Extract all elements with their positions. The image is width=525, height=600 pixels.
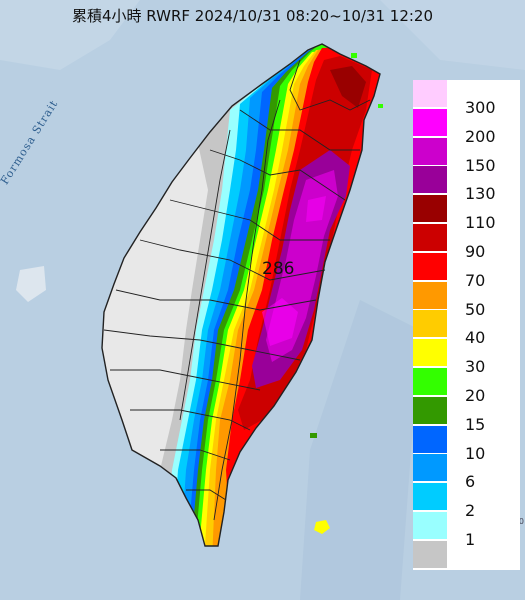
legend-label: 300 [465,98,496,117]
legend-label: 20 [465,386,486,405]
legend-label: 6 [465,472,476,492]
rainfall-legend: 300 200 150 130 110 90 70 50 40 30 20 15 10 6 2 1 [413,80,520,570]
island [351,53,357,58]
legend-swatch [413,137,447,165]
penghu-islands [16,266,46,302]
legend-label: 30 [465,357,486,377]
legend-swatch [413,339,447,367]
orchid-island [314,520,330,534]
legend-swatch [413,368,447,395]
legend-label: 1 [465,530,476,549]
legend-label: 70 [465,270,486,290]
legend-label: 40 [465,328,486,348]
legend-swatch [413,310,447,338]
legend-label: 2 [465,501,476,521]
legend-swatch [413,252,447,280]
legend-label: 10 [465,443,486,463]
coastline [101,43,381,547]
map-title: 累積4小時 RWRF 2024/10/31 08:20~10/31 12:20 [72,7,434,25]
legend-swatch [413,224,447,251]
legend-label: 130 [465,184,496,204]
legend-swatch [413,396,447,424]
legend-swatch [413,108,447,136]
ocean-shade [380,0,525,70]
green-island [310,433,317,438]
legend-label: 110 [465,213,496,233]
legend-swatch [413,80,447,107]
county-boundaries [103,59,371,521]
legend-label: 15 [465,414,486,434]
legend-swatch [413,512,447,539]
legend-swatch [413,540,447,568]
legend-label: 200 [465,126,496,146]
ocean-shade [300,300,420,600]
legend-swatch [413,425,447,453]
legend-swatch [413,454,447,482]
legend-label: 90 [465,242,486,261]
max-rainfall-value: 286 [262,259,295,279]
legend-label: 50 [465,299,486,319]
island [378,104,383,108]
ocean-shade [0,0,140,70]
legend-swatch [413,483,447,511]
legend-swatch [413,281,447,309]
legend-label: 150 [465,155,496,175]
legend-swatch [413,195,447,223]
legend-swatch [413,166,447,194]
